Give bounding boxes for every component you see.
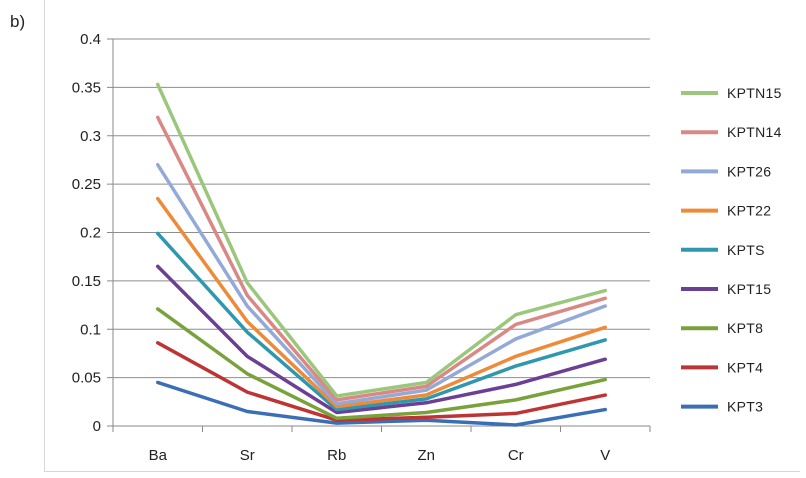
panel-label: b) (10, 12, 26, 31)
y-tick-label: 0 (93, 418, 101, 435)
x-tick-label: V (600, 447, 610, 464)
y-tick-label: 0.4 (80, 31, 101, 48)
x-tick-label: Sr (240, 447, 255, 464)
legend-label: KPT15 (727, 281, 771, 297)
x-tick-labels: Ba Sr Rb Zn Cr V (149, 447, 611, 464)
series-line (156, 264, 607, 415)
legend: KPTN15 KPTN14 KPT26 KPT22 KPTS KPT15 KPT8 KPT4 K… (681, 85, 782, 415)
legend-label: KPTS (727, 242, 765, 258)
x-tick-label: Cr (508, 447, 524, 464)
legend-label: KPTN14 (727, 124, 782, 140)
y-tick-label: 0.05 (72, 370, 101, 387)
y-tick-labels: 0 0.05 0.1 0.15 0.2 0.25 0.3 0.35 0.4 (72, 31, 101, 435)
y-tick-label: 0.25 (72, 176, 101, 193)
series-line (156, 115, 607, 402)
series-line (156, 163, 607, 406)
legend-label: KPT22 (727, 203, 771, 219)
legend-label: KPT4 (727, 359, 763, 375)
legend-label: KPT8 (727, 320, 763, 336)
x-tick-label: Ba (149, 447, 168, 464)
y-tick-label: 0.2 (80, 225, 101, 242)
series-line (156, 196, 607, 409)
series-line (156, 82, 607, 398)
y-tick-label: 0.3 (80, 128, 101, 145)
series-line (156, 231, 607, 412)
axes (107, 38, 651, 432)
x-tick-label: Rb (327, 447, 346, 464)
series-line (156, 307, 607, 421)
y-tick-label: 0.35 (72, 79, 101, 96)
chart-frame (44, 0, 800, 472)
legend-label: KPT26 (727, 163, 771, 179)
series-line (156, 341, 607, 422)
y-tick-label: 0.1 (80, 321, 101, 338)
y-tick-label: 0.15 (72, 273, 101, 290)
legend-label: KPTN15 (727, 85, 782, 101)
legend-label: KPT3 (727, 399, 763, 415)
series-line (156, 380, 607, 427)
series-lines (156, 82, 607, 427)
x-tick-label: Zn (417, 447, 435, 464)
